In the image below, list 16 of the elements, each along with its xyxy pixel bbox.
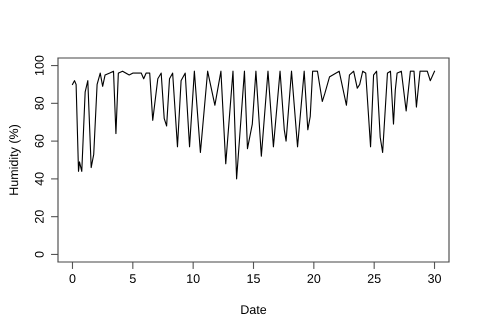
x-tick-label: 0 [69, 274, 76, 283]
line-series [72, 70, 436, 180]
x-tick-label: 30 [428, 274, 441, 283]
y-tick-label: 0 [34, 251, 44, 258]
x-tick-label: 10 [187, 274, 200, 283]
y-tick-label: 60 [34, 134, 44, 148]
x-tick-label: 15 [248, 274, 260, 283]
x-tick-label: 20 [308, 274, 320, 283]
y-tick-label: 80 [34, 96, 44, 110]
x-axis-title: Date [241, 305, 266, 314]
y-tick-label: 100 [34, 56, 44, 76]
y-tick-label: 40 [34, 172, 44, 186]
x-tick-label: 5 [130, 274, 136, 283]
y-axis-title: Humidity (%) [9, 125, 21, 195]
x-tick-label: 25 [368, 274, 381, 283]
y-tick-label: 20 [34, 210, 44, 223]
